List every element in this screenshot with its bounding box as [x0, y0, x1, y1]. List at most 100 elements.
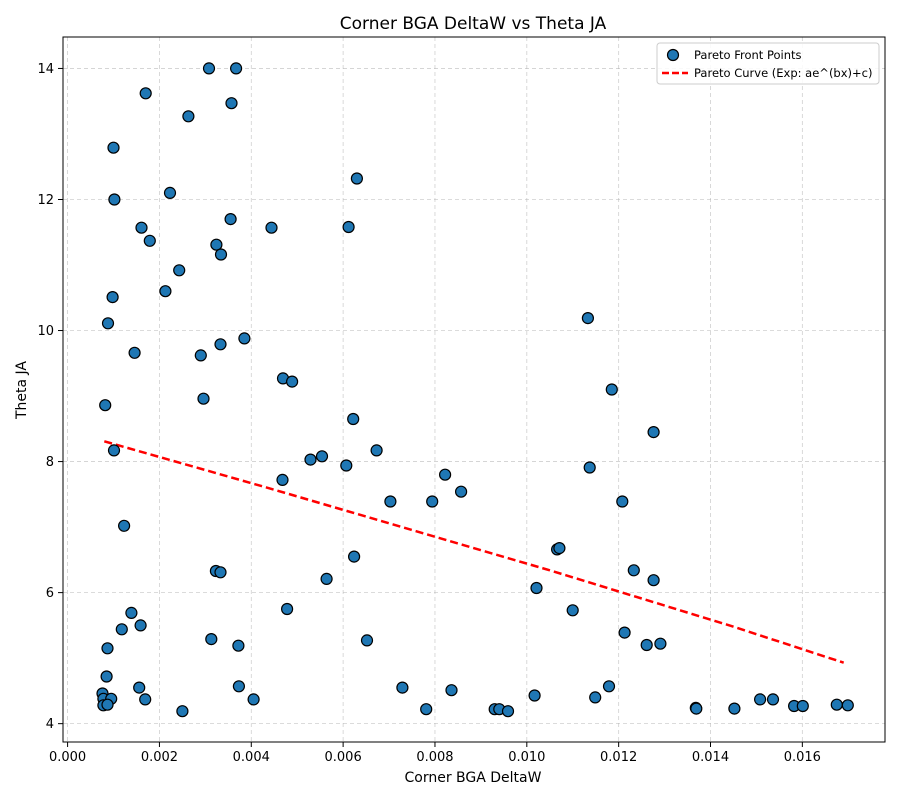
x-tick-label: 0.002 — [141, 750, 178, 765]
scatter-point — [101, 317, 115, 330]
scatter-point — [501, 705, 515, 718]
scatter-point — [766, 693, 780, 706]
scatter-point — [107, 141, 120, 154]
x-tick-label: 0.008 — [416, 750, 453, 765]
points-layer — [96, 62, 854, 718]
scatter-point — [370, 444, 383, 457]
scatter-point — [618, 626, 631, 639]
chart-title: Corner BGA DeltaW vs Theta JA — [340, 14, 607, 34]
scatter-point — [101, 698, 114, 711]
scatter-point — [197, 392, 210, 405]
scatter-point — [225, 97, 238, 110]
scatter-point — [455, 485, 468, 498]
scatter-point — [627, 564, 640, 577]
scatter-point — [728, 702, 741, 715]
curve-layer — [103, 440, 845, 664]
scatter-point — [232, 639, 245, 652]
scatter-point — [616, 495, 629, 508]
scatter-point — [340, 459, 353, 472]
y-tick-label: 6 — [46, 586, 54, 601]
y-tick-label: 12 — [37, 193, 54, 208]
scatter-point — [830, 698, 843, 711]
x-tick-label: 0.016 — [784, 750, 821, 765]
scatter-point — [281, 602, 294, 616]
scatter-point — [182, 110, 195, 123]
scatter-point — [265, 221, 278, 234]
scatter-point — [99, 399, 112, 412]
scatter-point — [602, 680, 616, 693]
legend-marker-points — [666, 48, 680, 62]
y-tick-label: 14 — [37, 62, 54, 77]
scatter-point — [315, 450, 329, 463]
scatter-point — [214, 338, 227, 351]
scatter-point — [210, 238, 223, 251]
scatter-point — [107, 444, 121, 457]
scatter-point — [232, 680, 245, 693]
scatter-point — [384, 495, 397, 508]
scatter-point — [647, 574, 660, 587]
legend-box — [656, 42, 880, 85]
scatter-point — [159, 285, 172, 298]
scatter-point — [304, 453, 317, 466]
scatter-point — [420, 703, 433, 716]
scatter-point — [654, 637, 667, 650]
scatter-point — [553, 541, 566, 555]
scatter-point — [348, 550, 361, 563]
scatter-point — [101, 642, 114, 655]
scatter-point — [214, 566, 227, 579]
pareto-curve-line — [103, 440, 845, 664]
scatter-point — [205, 632, 218, 646]
y-tick-label: 10 — [37, 324, 54, 339]
scatter-point — [286, 375, 299, 388]
scatter-point — [426, 495, 439, 508]
scatter-point — [139, 87, 152, 100]
scatter-point — [214, 248, 228, 261]
scatter-point — [439, 468, 452, 481]
plot-area-frame — [62, 36, 886, 743]
scatter-point — [581, 312, 595, 325]
scatter-point — [173, 264, 186, 277]
y-tick-label: 4 — [46, 717, 54, 732]
scatter-point — [589, 691, 602, 704]
legend-label-points: Pareto Front Points — [694, 48, 802, 62]
scatter-point — [583, 461, 596, 474]
scatter-point — [640, 638, 653, 652]
scatter-point — [342, 220, 355, 234]
scatter-point — [605, 383, 618, 396]
scatter-point — [690, 702, 703, 715]
scatter-point — [530, 581, 543, 595]
scatter-point — [396, 681, 409, 694]
scatter-point — [566, 604, 579, 617]
y-axis-label: Theta JA — [14, 361, 30, 420]
scatter-point — [528, 689, 541, 702]
scatter-point — [133, 681, 146, 694]
scatter-point — [445, 684, 458, 697]
scatter-point — [134, 619, 147, 632]
scatter-point — [139, 693, 152, 706]
x-tick-label: 0.000 — [49, 750, 86, 765]
scatter-point — [796, 699, 809, 713]
scatter-point — [347, 412, 360, 426]
scatter-point — [194, 349, 207, 362]
x-tick-label: 0.004 — [233, 750, 270, 765]
scatter-point — [108, 193, 121, 206]
scatter-point — [115, 623, 128, 636]
scatter-point — [135, 221, 148, 234]
scatter-point — [128, 346, 141, 359]
scatter-point — [117, 519, 131, 532]
scatter-point — [224, 213, 237, 226]
x-tick-label: 0.012 — [600, 750, 637, 765]
scatter-point — [247, 693, 260, 706]
scatter-point — [230, 62, 243, 75]
x-tick-label: 0.014 — [692, 750, 729, 765]
x-axis-ticks: 0.000 0.002 0.004 0.006 0.008 0.010 0.012 0.014… — [49, 742, 821, 765]
scatter-point — [276, 473, 289, 486]
scatter-point — [238, 332, 251, 345]
y-axis-ticks: 4 6 8 10 12 14 — [37, 62, 63, 732]
scatter-point — [143, 234, 156, 247]
scatter-point — [163, 186, 177, 199]
scatter-point — [106, 291, 119, 304]
x-tick-label: 0.006 — [325, 750, 362, 765]
scatter-point — [647, 426, 660, 439]
